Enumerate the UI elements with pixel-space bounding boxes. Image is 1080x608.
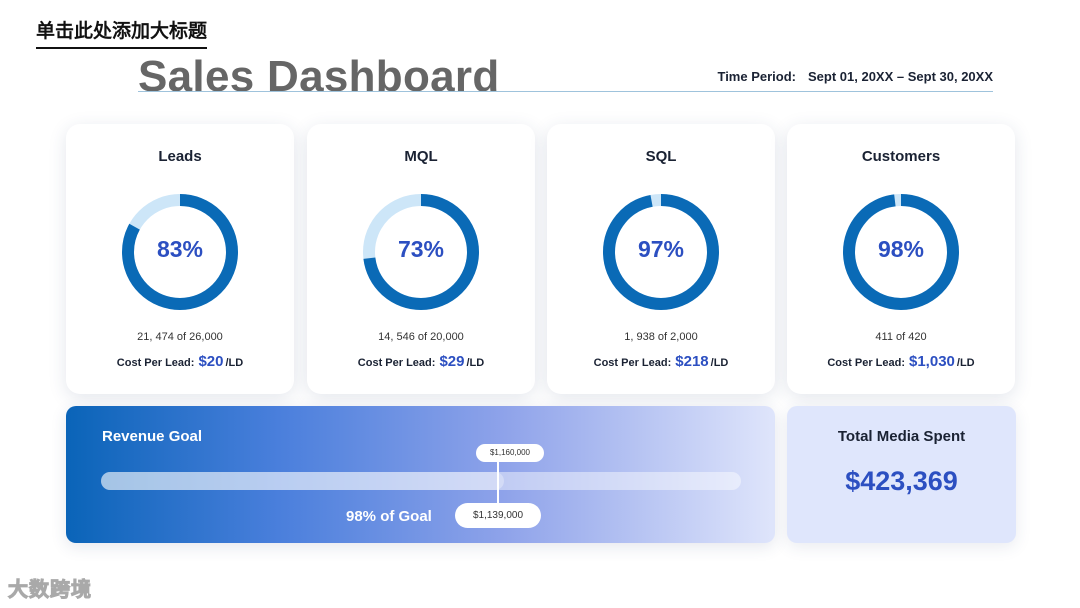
kpi-label: Customers — [861, 148, 941, 165]
cost-unit: /LD — [956, 357, 975, 369]
cost-unit: /LD — [710, 357, 729, 369]
kpi-count: 21, 474 of 26,000 — [137, 331, 223, 343]
cost-unit: /LD — [225, 357, 244, 369]
kpi-label: MQL — [404, 148, 438, 165]
kpi-card-mql: MQL 73% 14, 546 of 20,000 Cost Per Lead:… — [307, 124, 535, 394]
kpi-donut-chart — [363, 194, 479, 310]
cost-label: Cost Per Lead: — [357, 357, 436, 369]
media-title: Total Media Spent — [837, 428, 966, 445]
kpi-donut-chart — [603, 194, 719, 310]
revenue-progress-marker — [497, 462, 499, 504]
revenue-progress-fill — [101, 472, 505, 490]
revenue-goal-tooltip: $1,160,000 — [476, 444, 544, 462]
kpi-card-customers: Customers 98% 411 of 420 Cost Per Lead: $… — [787, 124, 1015, 394]
kpi-card-sql: SQL 97% 1, 938 of 2,000 Cost Per Lead: $2… — [547, 124, 775, 394]
cost-value: $29 — [439, 353, 465, 370]
kpi-cost: Cost Per Lead: $29/LD — [307, 353, 535, 370]
slide-heading: 单击此处添加大标题 — [36, 16, 208, 49]
kpi-cost: Cost Per Lead: $1,030/LD — [787, 353, 1015, 370]
kpi-percent: 73% — [397, 236, 445, 262]
time-period-label: Time Period: — [717, 69, 796, 84]
donut-progress — [603, 194, 719, 310]
kpi-percent: 83% — [156, 236, 204, 262]
kpi-label: Leads — [158, 148, 202, 165]
watermark-logo: 大数跨境 — [8, 577, 92, 602]
kpi-count: 411 of 420 — [875, 331, 927, 343]
kpi-card-leads: Leads 83% 21, 474 of 26,000 Cost Per Lea… — [66, 124, 294, 394]
revenue-goal-panel: Revenue Goal $1,160,000 98% of Goal $1,1… — [66, 406, 775, 543]
media-value: $423,369 — [845, 466, 958, 496]
kpi-label: SQL — [645, 148, 677, 165]
cost-label: Cost Per Lead: — [827, 357, 905, 369]
revenue-actual-tooltip: $1,139,000 — [455, 503, 541, 528]
donut-progress — [122, 194, 238, 310]
time-period: Time Period: Sept 01, 20XX – Sept 30, 20X… — [717, 69, 993, 84]
cost-unit: /LD — [466, 357, 485, 369]
media-spent-panel: Total Media Spent $423,369 — [787, 406, 1016, 543]
donut-progress — [363, 194, 479, 310]
page-title: Sales Dashboard — [138, 52, 500, 101]
kpi-cost: Cost Per Lead: $20/LD — [66, 353, 294, 370]
kpi-count: 14, 546 of 20,000 — [378, 331, 464, 343]
kpi-donut-chart — [122, 194, 238, 310]
kpi-donut-chart — [843, 194, 959, 310]
kpi-count: 1, 938 of 2,000 — [624, 331, 698, 343]
revenue-title: Revenue Goal — [102, 428, 203, 445]
cost-value: $218 — [675, 353, 709, 370]
title-divider — [138, 91, 993, 92]
revenue-progress-track — [101, 472, 741, 490]
time-period-value: Sept 01, 20XX – Sept 30, 20XX — [808, 69, 993, 84]
kpi-percent: 97% — [637, 236, 685, 262]
revenue-of-goal: 98% of Goal — [346, 508, 432, 525]
kpi-cost: Cost Per Lead: $218/LD — [547, 353, 775, 370]
cost-value: $20 — [198, 353, 224, 370]
cost-label: Cost Per Lead: — [593, 357, 672, 369]
cost-value: $1,030 — [909, 353, 955, 370]
cost-label: Cost Per Lead: — [116, 357, 195, 369]
kpi-percent: 98% — [877, 236, 925, 262]
donut-progress — [843, 194, 959, 310]
